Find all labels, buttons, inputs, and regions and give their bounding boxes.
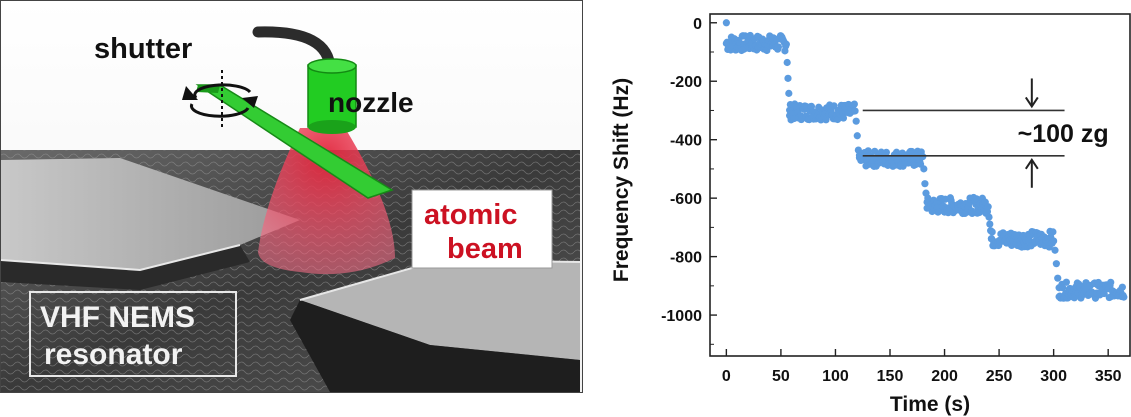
data-point [774, 43, 783, 51]
data-point [1062, 278, 1070, 286]
data-point [850, 100, 858, 108]
data-point [853, 132, 861, 140]
data-point [834, 115, 842, 124]
x-axis-ticks: 0 50 100 150 200 250 300 350 [722, 349, 1122, 385]
data-point [985, 213, 993, 221]
y-tick-label: -800 [670, 250, 702, 267]
data-point [851, 107, 859, 115]
data-point [1118, 283, 1126, 291]
vhf-nems-label-box: VHF NEMS resonator [29, 291, 237, 377]
label-resonator: resonator [44, 338, 183, 371]
data-point [822, 116, 830, 124]
data-point [830, 102, 838, 110]
data-point [986, 220, 994, 228]
y-tick-label: -600 [670, 191, 702, 208]
data-point [784, 74, 792, 82]
plot-border [709, 13, 1131, 357]
data-point [1120, 293, 1128, 301]
x-tick-label: 0 [722, 368, 731, 385]
y-axis-ticks: 0 -200 -400 -600 -800 -1000 [661, 16, 717, 345]
data-point [1059, 284, 1067, 292]
y-tick-label: -200 [670, 74, 702, 91]
data-point [988, 228, 996, 236]
frequency-shift-chart: 0 -200 -400 -600 -800 -1000 0 50 100 150 200 250 30… [610, 13, 1131, 416]
label-vhf-nems: VHF NEMS [40, 301, 195, 334]
data-point [984, 203, 992, 211]
nozzle [252, 26, 357, 134]
y-axis-label: Frequency Shift (Hz) [610, 78, 633, 282]
annotation-label: ~100 zg [1018, 120, 1109, 148]
x-tick-label: 50 [772, 368, 790, 385]
left-electrode [0, 158, 300, 290]
x-tick-label: 250 [986, 368, 1013, 385]
annotation-arrowhead-down-icon [1024, 96, 1039, 109]
annotation-group: ~100 zg [862, 78, 1109, 188]
data-point [1054, 274, 1062, 282]
data-point [839, 114, 848, 122]
label-nozzle: nozzle [328, 87, 414, 118]
data-series [722, 19, 1128, 302]
data-point [1052, 260, 1060, 268]
x-axis-label: Time (s) [890, 393, 970, 416]
data-point [920, 165, 928, 173]
rotation-arrow-icon [182, 70, 258, 128]
data-point [921, 180, 929, 188]
data-point [924, 194, 932, 202]
x-tick-label: 350 [1095, 368, 1122, 385]
data-point [1050, 237, 1058, 245]
data-point [882, 148, 890, 156]
x-tick-label: 200 [931, 368, 958, 385]
annotation-arrowhead-up-icon [1024, 157, 1039, 170]
x-tick-label: 100 [822, 368, 849, 385]
data-point [785, 89, 793, 97]
atomic-beam-label-box: atomic beam [411, 189, 553, 269]
x-tick-label: 300 [1040, 368, 1067, 385]
x-tick-label: 150 [877, 368, 904, 385]
y-tick-label: -400 [670, 133, 702, 150]
data-point [807, 102, 816, 111]
data-point [1107, 278, 1115, 286]
label-beam: beam [447, 233, 523, 265]
label-shutter: shutter [94, 33, 192, 65]
schematic-panel: shutter nozzle atomic beam VHF NEMS reso… [0, 0, 583, 393]
plot-frame [709, 13, 1131, 357]
data-point [1100, 289, 1108, 298]
data-point [783, 58, 791, 67]
data-point [1051, 246, 1059, 254]
y-tick-label: -1000 [661, 308, 702, 325]
data-point [1049, 228, 1057, 236]
atomic-beam-cone [258, 128, 395, 275]
data-point [852, 117, 860, 125]
data-point [968, 209, 976, 218]
data-point [782, 40, 790, 48]
data-point [722, 19, 730, 27]
data-point [919, 152, 927, 161]
y-tick-label: 0 [693, 16, 702, 33]
label-atomic: atomic [424, 199, 517, 231]
